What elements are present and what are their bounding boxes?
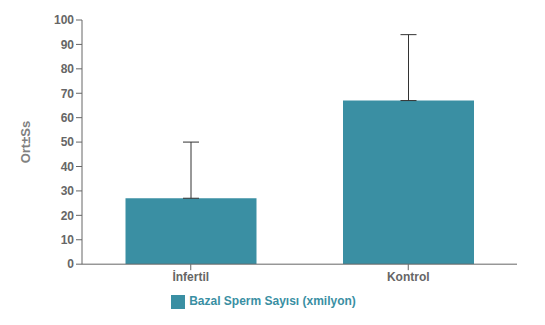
svg-text:İnfertil: İnfertil	[172, 269, 209, 284]
svg-text:0: 0	[67, 257, 74, 271]
svg-text:90: 90	[61, 38, 75, 52]
html-text:Bazal Sperm Sayısı (xmilyon): Bazal Sperm Sayısı (xmilyon)	[189, 294, 356, 309]
svg-text:Kontrol: Kontrol	[387, 270, 430, 284]
svg-text:30: 30	[61, 184, 75, 198]
svg-text:100: 100	[54, 13, 74, 27]
svg-text:50: 50	[61, 135, 75, 149]
svg-text:60: 60	[61, 111, 75, 125]
svg-text:70: 70	[61, 87, 75, 101]
svg-text:Ort±Ss: Ort±Ss	[18, 121, 33, 164]
svg-text:10: 10	[61, 233, 75, 247]
svg-text:40: 40	[61, 160, 75, 174]
svg-text:20: 20	[61, 209, 75, 223]
svg-text:80: 80	[61, 62, 75, 76]
